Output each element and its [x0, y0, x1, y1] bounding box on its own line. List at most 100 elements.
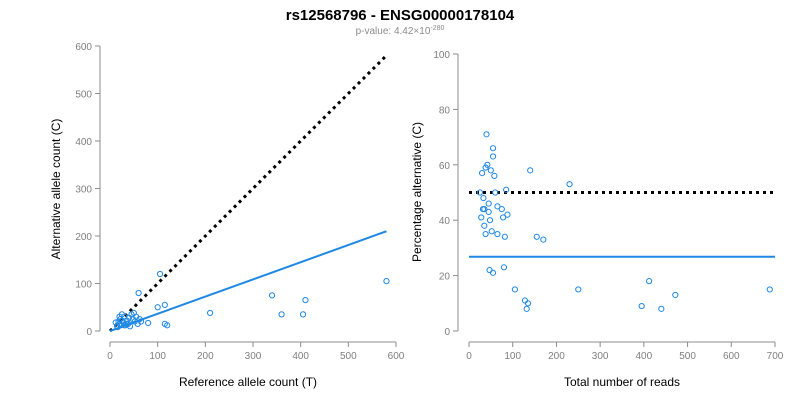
left-x-axis: 0 100 200 300 400 500 600: [107, 341, 405, 362]
left-data-point: [278, 311, 285, 318]
left-x-tick-label: 200: [197, 351, 214, 362]
left-data-point: [161, 301, 168, 308]
right-data-point: [484, 161, 491, 168]
left-data-point: [383, 278, 390, 285]
left-x-axis-label: Reference allele count (T): [179, 375, 317, 389]
left-y-tick-label: 500: [75, 90, 92, 101]
right-x-tick-label: 700: [767, 351, 784, 362]
right-data-point: [527, 167, 534, 174]
right-data-point: [503, 186, 510, 193]
left-y-tick-label: 100: [75, 280, 92, 291]
left-fit-line: [109, 230, 387, 332]
right-data-point: [658, 305, 665, 312]
right-panel: 0 100 200 300 400 500 600 700 0 20 40 60 80 100 Tota…: [410, 50, 784, 389]
right-x-axis-label: Total number of reads: [564, 375, 680, 389]
left-x-tick-label: 600: [388, 351, 405, 362]
right-data-point: [511, 286, 519, 293]
right-data-point: [533, 233, 540, 240]
right-y-tick-label: 40: [439, 216, 451, 227]
left-y-tick-label: 200: [75, 232, 92, 243]
right-data-point: [523, 305, 530, 312]
right-data-point: [524, 300, 532, 307]
left-data-point: [207, 309, 214, 317]
left-data-point: [117, 322, 124, 329]
right-x-axis: 0 100 200 300 400 500 600 700: [466, 341, 784, 362]
right-y-tick-label: 100: [433, 50, 450, 61]
right-data-point: [499, 214, 507, 221]
right-data-point: [494, 203, 501, 210]
right-y-axis: 0 20 40 60 80 100: [433, 50, 459, 338]
right-data-point: [480, 194, 487, 202]
left-y-tick-label: 600: [75, 42, 92, 53]
left-y-axis: 0 100 200 300 400 500 600: [75, 42, 101, 338]
left-x-tick-label: 300: [245, 351, 262, 362]
right-data-point: [485, 208, 492, 215]
right-data-point: [479, 170, 486, 177]
right-data-point: [500, 264, 508, 271]
right-y-tick-label: 80: [439, 105, 451, 116]
right-data-point: [494, 230, 501, 238]
right-x-tick-label: 100: [504, 351, 521, 362]
right-data-point: [566, 181, 573, 188]
right-data-point: [501, 233, 508, 240]
left-x-tick-label: 0: [107, 351, 113, 362]
left-x-tick-label: 400: [292, 351, 309, 362]
left-data-point: [123, 320, 130, 327]
right-x-tick-label: 400: [636, 351, 653, 362]
left-panel: 0 100 200 300 400 500 600 0100200300400500600 …: [49, 42, 405, 389]
pvalue-prefix: p-value: 4.42×10: [356, 26, 431, 37]
right-data-point: [486, 217, 494, 224]
right-data-point: [482, 230, 489, 238]
right-x-tick-label: 500: [679, 351, 696, 362]
right-data-point: [575, 286, 582, 293]
left-reference-line: [108, 54, 388, 333]
right-data-point: [540, 236, 547, 243]
right-data-point: [766, 286, 773, 293]
left-x-tick-label: 100: [149, 351, 166, 362]
left-data-point: [154, 304, 161, 311]
left-data-point: [268, 292, 276, 299]
right-data-point: [481, 206, 488, 213]
right-data-point: [504, 211, 511, 218]
right-data-point: [487, 167, 494, 174]
left-data-point: [302, 297, 309, 304]
left-data-point: [145, 319, 152, 327]
right-data-point: [483, 131, 490, 138]
left-data-point: [156, 270, 164, 278]
right-data-point: [486, 266, 493, 274]
right-data-point: [485, 200, 492, 207]
left-y-tick-label: 300: [75, 185, 92, 196]
right-y-tick-label: 60: [439, 161, 451, 172]
right-data-point: [478, 214, 485, 221]
right-x-tick-label: 600: [723, 351, 740, 362]
right-y-axis-label: Percentage alternative (C): [410, 122, 424, 262]
right-data-point: [489, 153, 497, 160]
right-x-tick-label: 300: [592, 351, 609, 362]
left-x-tick-label: 500: [340, 351, 357, 362]
right-data-point: [638, 302, 645, 310]
right-data-point: [488, 228, 495, 235]
chart-subtitle: p-value: 4.42×10-280: [356, 25, 445, 37]
right-y-tick-label: 0: [444, 327, 450, 338]
right-data-point: [489, 269, 497, 276]
left-y-tick-label: 400: [75, 137, 92, 148]
pvalue-exponent: -280: [430, 25, 444, 32]
left-data-point: [164, 322, 171, 329]
right-y-tick-label: 20: [439, 272, 451, 283]
right-data-point: [481, 222, 488, 229]
right-x-tick-label: 200: [548, 351, 565, 362]
right-data-point: [489, 145, 497, 152]
right-data-point: [498, 206, 505, 213]
right-data-point: [491, 172, 498, 179]
right-x-tick-label: 0: [466, 351, 472, 362]
left-data-point: [299, 311, 307, 318]
chart-title: rs12568796 - ENSG00000178104: [286, 7, 515, 24]
left-y-axis-label: Alternative allele count (C): [49, 119, 63, 260]
right-data-point: [492, 189, 499, 196]
left-data-point: [135, 289, 142, 297]
right-data-point: [646, 278, 653, 285]
right-data-point: [672, 291, 679, 299]
right-data-point: [476, 189, 484, 196]
left-y-tick-label: 0: [86, 327, 92, 338]
